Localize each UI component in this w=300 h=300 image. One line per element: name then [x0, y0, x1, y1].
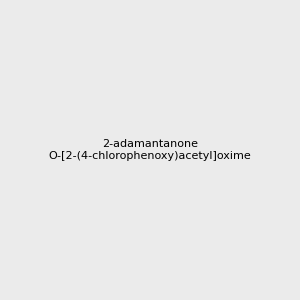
Text: 2-adamantanone O-[2-(4-chlorophenoxy)acetyl]oxime: 2-adamantanone O-[2-(4-chlorophenoxy)ace… — [49, 139, 251, 161]
